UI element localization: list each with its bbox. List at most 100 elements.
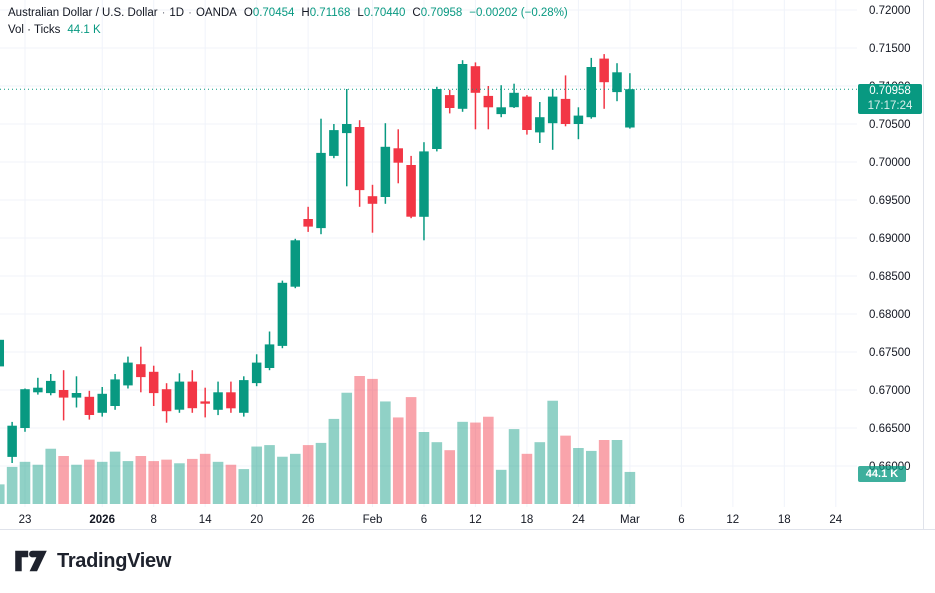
candle-body[interactable] xyxy=(522,96,532,130)
volume-bar[interactable] xyxy=(238,469,250,504)
candle-body[interactable] xyxy=(457,64,468,109)
volume-bar[interactable] xyxy=(521,453,533,504)
volume-bar[interactable] xyxy=(161,459,172,504)
volume-bar[interactable] xyxy=(444,450,456,504)
volume-bar[interactable] xyxy=(71,464,82,504)
volume-bar[interactable] xyxy=(573,448,584,504)
candle-body[interactable] xyxy=(45,380,56,394)
candle-body[interactable] xyxy=(380,146,391,197)
volume-bar[interactable] xyxy=(328,418,340,504)
candle-body[interactable] xyxy=(110,379,120,406)
volume-bar[interactable] xyxy=(457,421,468,504)
candle-body[interactable] xyxy=(432,89,442,149)
candle-body[interactable] xyxy=(123,362,133,386)
price-axis-label[interactable]: 0.70500 xyxy=(869,119,911,131)
candle-body[interactable] xyxy=(239,380,249,413)
candle-body[interactable] xyxy=(599,58,609,83)
candle-body[interactable] xyxy=(200,401,210,404)
time-axis-label[interactable]: 24 xyxy=(829,514,842,526)
volume-bar[interactable] xyxy=(225,464,237,504)
chart-canvas[interactable]: 0.720000.715000.710000.705000.700000.695… xyxy=(0,0,935,530)
candle-body[interactable] xyxy=(509,92,519,108)
volume-bar[interactable] xyxy=(624,471,636,504)
candle-body[interactable] xyxy=(33,387,43,393)
volume-bar[interactable] xyxy=(418,432,430,504)
volume-bar[interactable] xyxy=(174,463,185,504)
candle-body[interactable] xyxy=(226,392,236,409)
candle-body[interactable] xyxy=(148,371,159,394)
volume-bar[interactable] xyxy=(84,459,95,504)
volume-bar[interactable] xyxy=(354,376,365,504)
volume-bar[interactable] xyxy=(187,458,198,504)
volume-bar[interactable] xyxy=(495,469,507,504)
time-axis-label[interactable]: 18 xyxy=(778,514,791,526)
volume-bar[interactable] xyxy=(560,435,571,504)
candle-body[interactable] xyxy=(483,95,494,108)
volume-bar[interactable] xyxy=(45,448,57,504)
volume-bar[interactable] xyxy=(547,400,558,504)
candle-body[interactable] xyxy=(535,117,545,133)
volume-bar[interactable] xyxy=(109,451,121,504)
volume-bar[interactable] xyxy=(611,440,623,504)
volume-bar[interactable] xyxy=(289,453,301,504)
price-axis-label[interactable]: 0.70000 xyxy=(869,157,911,169)
candle-body[interactable] xyxy=(354,127,365,191)
time-axis-label[interactable]: 12 xyxy=(469,514,482,526)
interval-label[interactable]: 1D xyxy=(169,7,185,19)
candle-body[interactable] xyxy=(470,66,481,93)
time-axis-label[interactable]: 24 xyxy=(572,514,585,526)
candle-body[interactable] xyxy=(573,115,584,124)
candle-body[interactable] xyxy=(264,344,275,368)
time-axis-label[interactable]: 26 xyxy=(302,514,315,526)
time-axis-label[interactable]: 14 xyxy=(199,514,212,526)
candle-body[interactable] xyxy=(7,425,17,457)
time-axis-label[interactable]: 12 xyxy=(726,514,739,526)
volume-bar[interactable] xyxy=(380,401,391,504)
candle-body[interactable] xyxy=(0,339,5,367)
candle-body[interactable] xyxy=(251,362,262,384)
volume-label[interactable]: Vol · Ticks xyxy=(8,24,61,36)
candle-body[interactable] xyxy=(277,282,288,346)
price-axis-label[interactable]: 0.72000 xyxy=(869,5,911,17)
exchange-label[interactable]: OANDA xyxy=(195,7,237,19)
time-axis-label[interactable]: 2026 xyxy=(89,514,115,526)
volume-bar[interactable] xyxy=(19,461,31,504)
volume-bar[interactable] xyxy=(534,442,546,504)
volume-bar[interactable] xyxy=(199,453,211,504)
time-axis-label[interactable]: 6 xyxy=(421,514,427,526)
time-axis-label[interactable]: 20 xyxy=(250,514,263,526)
candle-body[interactable] xyxy=(419,151,429,217)
time-axis-label[interactable]: Mar xyxy=(620,514,640,526)
price-axis-label[interactable]: 0.67000 xyxy=(869,385,911,397)
price-axis-label[interactable]: 0.71500 xyxy=(869,43,911,55)
candle-body[interactable] xyxy=(612,72,622,93)
volume-bar[interactable] xyxy=(32,464,44,504)
candle-body[interactable] xyxy=(213,392,223,410)
time-axis-label[interactable]: Feb xyxy=(363,514,383,526)
price-axis-label[interactable]: 0.67500 xyxy=(869,347,911,359)
candle-body[interactable] xyxy=(187,381,198,409)
candle-body[interactable] xyxy=(444,95,455,108)
volume-bar[interactable] xyxy=(264,445,275,504)
candle-body[interactable] xyxy=(367,196,378,204)
volume-bar[interactable] xyxy=(58,456,69,504)
volume-bar[interactable] xyxy=(135,456,147,504)
volume-bar[interactable] xyxy=(405,397,417,504)
volume-bar[interactable] xyxy=(277,456,288,504)
candle-body[interactable] xyxy=(303,219,313,227)
price-axis-label[interactable]: 0.68500 xyxy=(869,271,911,283)
candle-body[interactable] xyxy=(71,393,82,398)
volume-bar[interactable] xyxy=(392,417,404,504)
volume-bar[interactable] xyxy=(6,466,18,504)
volume-bar[interactable] xyxy=(598,440,610,504)
symbol-title[interactable]: Australian Dollar / U.S. Dollar xyxy=(8,7,158,19)
candle-body[interactable] xyxy=(342,124,352,134)
time-axis-label[interactable]: 18 xyxy=(521,514,534,526)
candle-body[interactable] xyxy=(20,389,30,428)
volume-bar[interactable] xyxy=(0,484,5,504)
candle-body[interactable] xyxy=(496,107,506,115)
candle-body[interactable] xyxy=(136,364,146,378)
candle-body[interactable] xyxy=(560,98,571,124)
volume-bar[interactable] xyxy=(148,461,159,504)
candle-body[interactable] xyxy=(329,130,339,156)
